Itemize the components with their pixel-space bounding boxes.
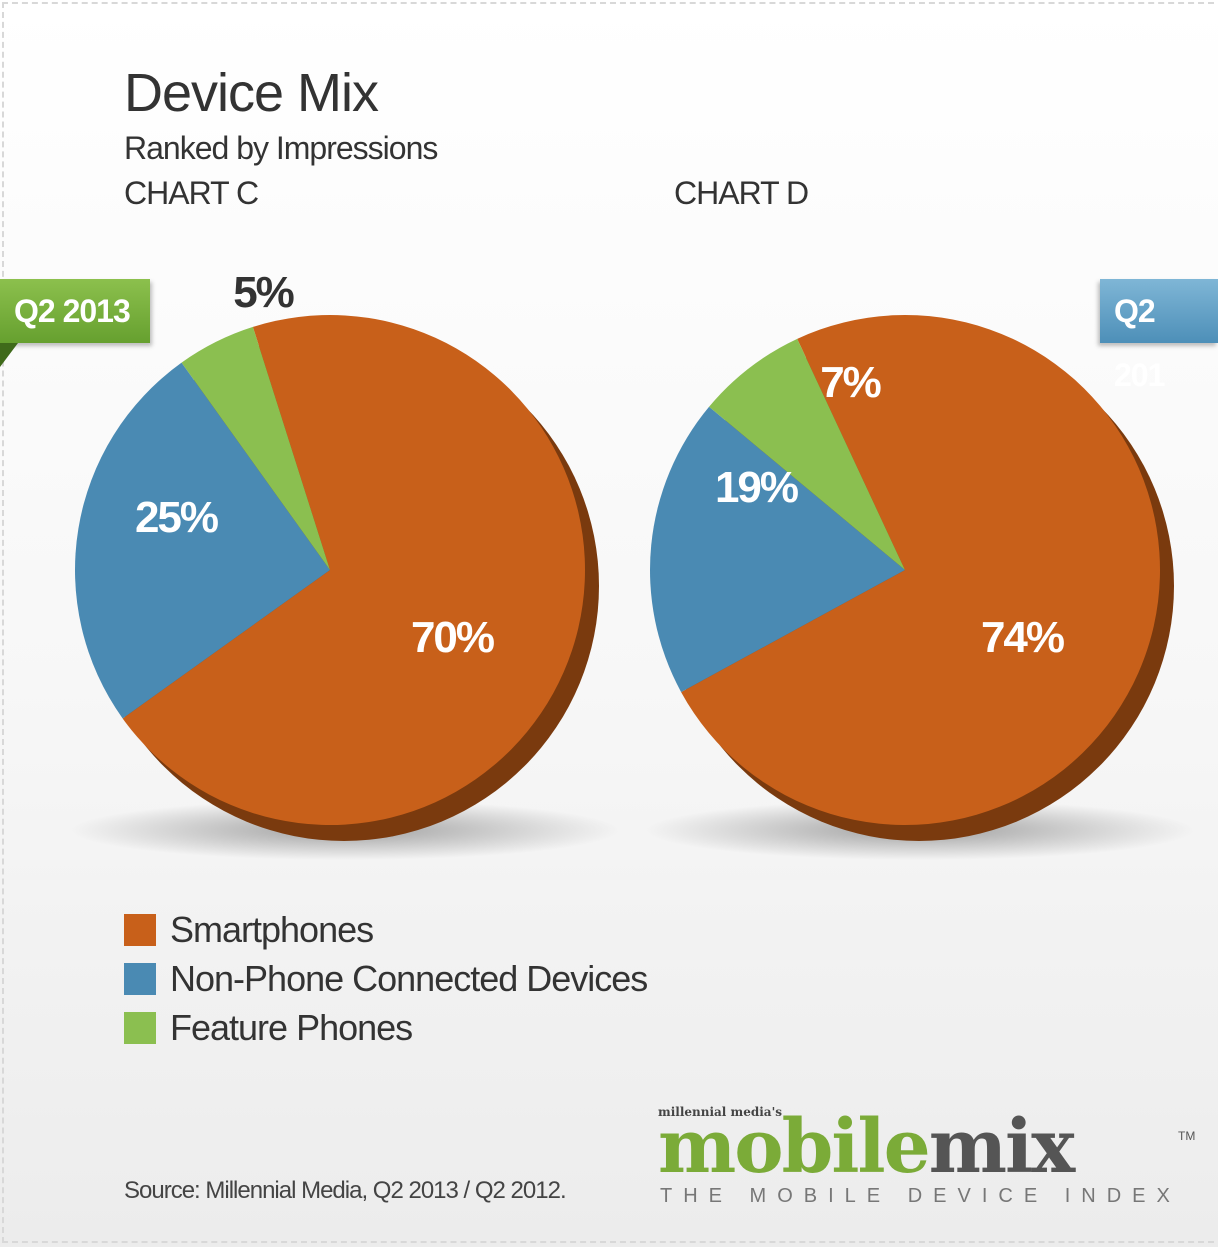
pie-chart-d — [645, 315, 1195, 860]
pie-slice-smartphones — [681, 315, 1160, 826]
slice-label-feature-phones: 5% — [233, 268, 295, 317]
logo-word-mobile: mobile — [658, 1104, 931, 1190]
slice-label-smartphones: 70% — [410, 613, 495, 662]
legend-label: Non-Phone Connected Devices — [170, 957, 648, 999]
legend-label: Smartphones — [170, 908, 374, 950]
pie-slice-non-phone-connected-devices — [75, 362, 331, 719]
logo-wordmark: mobilemix — [658, 1104, 1076, 1190]
tag-fold-decoration — [0, 343, 18, 367]
legend-item-non-phone: Non-Phone Connected Devices — [124, 954, 648, 1003]
pie-slice-feature-phones — [709, 338, 905, 570]
chart-d-label: CHART D — [674, 175, 809, 211]
legend-item-feature-phones: Feature Phones — [124, 1003, 647, 1052]
pie-chart-c — [70, 314, 620, 860]
slice-label-non-phone-connected-devices: 19% — [714, 463, 799, 512]
pie-slice-feature-phones — [181, 326, 330, 570]
page-title: Device Mix — [124, 63, 379, 123]
period-tag-c: Q2 2013 — [0, 279, 150, 343]
logo-trademark: TM — [1178, 1129, 1196, 1143]
mobilemix-logo: millennial media's mobilemix TM THE MOBI… — [658, 1105, 1198, 1215]
logo-word-mix: mix — [928, 1104, 1076, 1190]
logo-small-text: millennial media's — [658, 1105, 783, 1119]
legend-label: Feature Phones — [170, 1006, 413, 1048]
slice-label-feature-phones: 7% — [820, 358, 882, 407]
period-tag-d: Q2 201 — [1100, 279, 1218, 393]
legend-item-smartphones: Smartphones — [124, 905, 647, 954]
legend-swatch — [124, 1011, 156, 1044]
source-note: Source: Millennial Media, Q2 2013 / Q2 2… — [124, 1177, 567, 1204]
slice-label-smartphones: 74% — [980, 613, 1065, 662]
pie-slice-non-phone-connected-devices — [650, 406, 905, 693]
slice-label-non-phone-connected-devices: 25% — [134, 493, 219, 542]
legend-swatch — [124, 913, 156, 946]
legend: Smartphones Non-Phone Connected Devices … — [124, 905, 648, 1052]
pie-slice-smartphones — [122, 314, 586, 825]
page-subtitle: Ranked by Impressions — [124, 130, 438, 166]
legend-swatch — [124, 962, 156, 995]
logo-tagline: THE MOBILE DEVICE INDEX — [660, 1185, 1181, 1207]
chart-c-label: CHART C — [124, 175, 259, 211]
